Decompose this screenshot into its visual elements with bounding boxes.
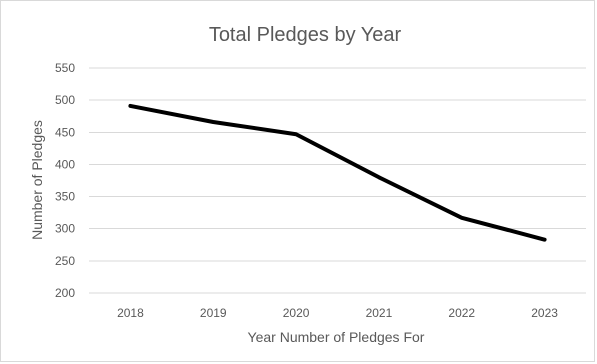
x-tick-label: 2022 [448,306,475,320]
y-axis-ticks: 200 250 300 350 400 450 500 550 [55,61,75,300]
series-line-0 [128,103,547,242]
chart-title: Total Pledges by Year [209,24,402,46]
y-tick-label: 400 [55,157,75,171]
y-tick-label: 450 [55,125,75,139]
gridlines [89,67,586,294]
y-tick-label: 550 [55,61,75,75]
y-tick-label: 300 [55,222,75,236]
x-tick-label: 2023 [531,306,558,320]
y-tick-label: 250 [55,254,75,268]
y-tick-label: 500 [55,93,75,107]
x-tick-label: 2021 [366,306,393,320]
y-tick-label: 200 [55,286,75,300]
y-tick-label: 350 [55,190,75,204]
x-axis-ticks: 2018 2019 2020 2021 2022 2023 [117,306,558,320]
x-tick-label: 2020 [283,306,310,320]
series-layer [128,103,547,242]
x-tick-label: 2018 [117,306,144,320]
y-axis-title: Number of Pledges [29,120,45,240]
x-axis-title: Year Number of Pledges For [248,329,425,345]
x-tick-label: 2019 [200,306,227,320]
